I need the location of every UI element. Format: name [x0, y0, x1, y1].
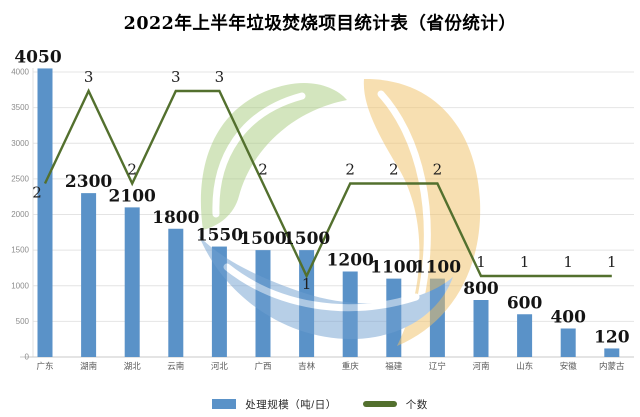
y-tick-label: 0 [25, 353, 30, 362]
bar-安徽 [560, 328, 576, 357]
bar-内蒙古 [604, 348, 620, 357]
x-label-内蒙古: 内蒙古 [599, 361, 625, 371]
bar-value-label: 1550 [196, 226, 243, 246]
bar-湖北 [124, 207, 140, 357]
line-label: 1 [563, 253, 573, 271]
x-label-山东: 山东 [516, 361, 533, 371]
bar-value-label: 1500 [239, 229, 286, 249]
x-label-重庆: 重庆 [342, 361, 360, 371]
x-label-福建: 福建 [385, 361, 403, 371]
bar-value-label: 1800 [152, 208, 199, 228]
line-label: 2 [433, 161, 443, 179]
legend-item-line: 个数 [362, 397, 428, 412]
watermark-orange-vein [377, 90, 431, 306]
line-label: 2 [127, 161, 137, 179]
x-label-安徽: 安徽 [560, 361, 578, 371]
x-label-湖北: 湖北 [124, 361, 142, 371]
x-label-河南: 河南 [472, 361, 489, 371]
x-axis-labels: 广东 湖南 湖北 云南 河北 广西 吉林 重庆 福建 辽宁 河南 山东 安徽 内蒙古 [36, 361, 625, 371]
legend-item-bar: 处理规模（吨/日） [212, 397, 336, 412]
bar-value-label: 2300 [65, 172, 112, 192]
bar-value-label: 4050 [14, 47, 61, 67]
x-label-辽宁: 辽宁 [429, 361, 446, 371]
bar-湖南 [81, 193, 97, 357]
line-label: 2 [389, 161, 399, 179]
line-label: 1 [520, 253, 530, 271]
x-label-河北: 河北 [211, 361, 229, 371]
y-tick-label: 500 [16, 317, 30, 326]
bar-value-label: 2100 [109, 186, 156, 206]
line-label: 2 [258, 161, 268, 179]
x-label-云南: 云南 [167, 361, 184, 371]
line-label: 3 [84, 68, 94, 86]
bar-value-label: 1100 [370, 258, 417, 278]
line-series [43, 88, 612, 279]
line-label: 2 [345, 161, 355, 179]
line-label: 2 [32, 184, 42, 202]
line-value-labels: 2 3 2 3 3 2 1 2 2 2 1 1 1 1 [32, 68, 616, 293]
bar-山东 [517, 314, 533, 357]
watermark-green-vein [212, 92, 306, 218]
y-tick-label: 4000 [11, 68, 29, 77]
watermark-blue-leaf-icon [199, 236, 453, 340]
bar-value-label: 600 [507, 293, 543, 313]
x-label-广西: 广西 [254, 361, 271, 371]
bar-value-label: 400 [550, 308, 586, 328]
x-label-湖南: 湖南 [80, 361, 97, 371]
bar-广东 [37, 68, 53, 357]
y-tick-label: 2000 [11, 210, 29, 219]
chart-legend: 处理规模（吨/日） 个数 [0, 396, 640, 412]
bar-河南 [473, 300, 489, 357]
bar-value-label: 1500 [283, 229, 330, 249]
line-label: 3 [215, 68, 225, 86]
y-tick-label: 1000 [11, 281, 29, 290]
line-label: 3 [171, 68, 181, 86]
y-tick-label: 2500 [11, 174, 29, 183]
bar-value-label: 800 [463, 279, 499, 299]
chart-title: 2022年上半年垃圾焚烧项目统计表（省份统计） [123, 14, 517, 34]
bar-series-swatch-icon [212, 399, 237, 409]
line-series-swatch-icon [362, 401, 397, 407]
legend-line-label: 个数 [405, 398, 428, 411]
y-tick-label: 1500 [11, 246, 29, 255]
bar-value-label: 1100 [414, 258, 461, 278]
bar-value-labels: 4050230021001800155015001500120011001100… [14, 47, 629, 347]
bar-云南 [168, 228, 184, 357]
bar-value-label: 1200 [327, 251, 374, 271]
y-tick-label: 3000 [11, 139, 29, 148]
legend-bar-label: 处理规模（吨/日） [245, 398, 337, 411]
line-label: 1 [476, 253, 486, 271]
line-label: 1 [302, 275, 312, 293]
bar-value-label: 120 [594, 327, 630, 347]
y-axis-tick-labels: 0 500 1000 1500 2000 2500 3000 3500 4000 [11, 68, 29, 362]
line-label: 1 [607, 253, 617, 271]
x-label-广东: 广东 [36, 361, 53, 371]
x-label-吉林: 吉林 [298, 361, 316, 371]
watermark-green-leaf-icon [200, 82, 347, 230]
watermark-logo-icon [199, 78, 481, 346]
watermark-blue-vein [223, 263, 420, 312]
y-tick-label: 3500 [11, 103, 29, 112]
